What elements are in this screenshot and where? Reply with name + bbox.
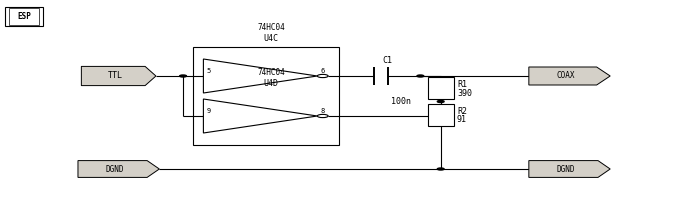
- Text: U4D: U4D: [264, 79, 279, 88]
- Text: COAX: COAX: [556, 72, 575, 80]
- Text: ESP: ESP: [17, 12, 31, 21]
- Circle shape: [180, 75, 186, 77]
- Text: DGND: DGND: [106, 164, 124, 173]
- Circle shape: [437, 168, 444, 170]
- Polygon shape: [203, 99, 317, 133]
- Text: 74HC04: 74HC04: [258, 68, 285, 77]
- Bar: [5, 7, 43, 26]
- Bar: [428, 104, 454, 126]
- Text: 8: 8: [321, 108, 325, 114]
- Text: 9: 9: [207, 108, 211, 114]
- Text: 74HC04: 74HC04: [258, 23, 285, 32]
- Text: 100n: 100n: [391, 97, 411, 106]
- Text: R2: R2: [457, 108, 467, 116]
- Text: U4C: U4C: [264, 34, 279, 43]
- Bar: [9, 8, 39, 25]
- Text: R1: R1: [457, 80, 467, 89]
- Text: C1: C1: [382, 56, 393, 65]
- Text: 6: 6: [321, 68, 325, 74]
- Text: 91: 91: [457, 116, 467, 124]
- Text: TTL: TTL: [108, 72, 123, 80]
- Polygon shape: [203, 59, 317, 93]
- Circle shape: [317, 114, 328, 118]
- Polygon shape: [529, 67, 610, 85]
- Polygon shape: [529, 161, 610, 177]
- Bar: [428, 77, 454, 99]
- Text: 5: 5: [207, 68, 211, 74]
- Bar: [193, 47, 339, 145]
- Circle shape: [417, 75, 424, 77]
- Text: 390: 390: [457, 88, 472, 98]
- Polygon shape: [81, 66, 156, 86]
- Circle shape: [317, 74, 328, 78]
- Text: DGND: DGND: [557, 164, 575, 173]
- Polygon shape: [78, 161, 159, 177]
- Circle shape: [437, 100, 444, 102]
